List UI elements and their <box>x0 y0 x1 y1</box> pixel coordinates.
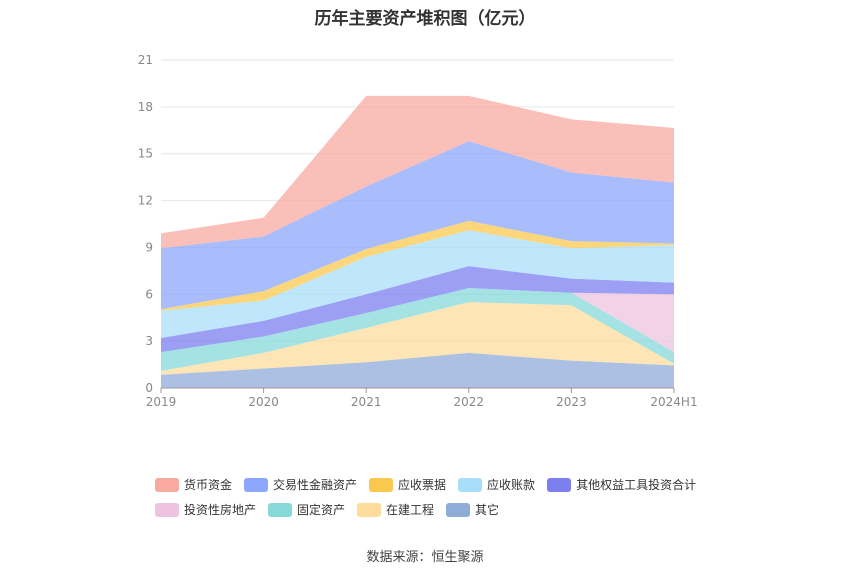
legend-label: 在建工程 <box>386 503 435 517</box>
legend-item[interactable]: 其他权益工具投资合计 <box>547 476 696 493</box>
y-tick-label: 3 <box>145 334 153 348</box>
area-series-7[interactable] <box>161 141 674 310</box>
x-tick-label: 2021 <box>351 395 382 409</box>
legend-swatch <box>244 477 269 492</box>
legend-row: 投资性房地产 固定资产 在建工程 其它 <box>155 497 755 522</box>
stacked-area-chart: 0 3 6 9 12 15 18 21 2019 2020 2021 2022 2023 2024H1 <box>138 53 698 409</box>
y-tick-label: 0 <box>145 381 153 395</box>
legend-label: 应收账款 <box>487 478 536 492</box>
legend-label: 固定资产 <box>297 503 346 517</box>
x-tick-label: 2024H1 <box>650 395 697 409</box>
x-tick-label: 2020 <box>248 395 279 409</box>
axes: 0 3 6 9 12 15 18 21 2019 2020 2021 2022 2023 2024H1 <box>138 53 698 409</box>
legend-item[interactable]: 在建工程 <box>357 501 434 518</box>
x-tick-label: 2019 <box>146 395 177 409</box>
x-tick-label: 2023 <box>556 395 587 409</box>
area-series-8[interactable] <box>161 95 674 249</box>
area-series-3[interactable] <box>161 288 674 353</box>
y-tick-label: 9 <box>145 240 153 254</box>
legend-swatch <box>446 502 471 517</box>
legend-item[interactable]: 货币资金 <box>155 476 232 493</box>
area-series-5[interactable] <box>161 230 674 339</box>
legend-label: 货币资金 <box>184 478 233 492</box>
legend-swatch <box>369 477 394 492</box>
y-tick-label: 12 <box>138 194 153 208</box>
legend-item[interactable]: 固定资产 <box>268 501 345 518</box>
y-tick-label: 21 <box>138 53 153 67</box>
legend-label: 其他权益工具投资合计 <box>576 478 697 492</box>
legend-swatch <box>268 502 293 517</box>
legend-swatch <box>155 477 179 492</box>
y-tick-label: 18 <box>138 100 153 114</box>
legend-item[interactable]: 投资性房地产 <box>155 501 256 518</box>
area-series-0[interactable] <box>161 352 674 388</box>
legend-item[interactable]: 应收账款 <box>458 476 535 493</box>
area-series <box>161 95 674 388</box>
legend-row: 货币资金 交易性金融资产 应收票据 应收账款 其他权益工具投资合计 <box>155 472 755 497</box>
legend-swatch <box>547 477 572 492</box>
legend-swatch <box>155 502 179 517</box>
legend-swatch <box>458 477 483 492</box>
legend-label: 交易性金融资产 <box>273 478 358 492</box>
area-series-4[interactable] <box>161 266 674 353</box>
legend-item[interactable]: 应收票据 <box>369 476 446 493</box>
legend-label: 应收票据 <box>398 478 447 492</box>
area-series-6[interactable] <box>161 220 674 311</box>
area-series-2[interactable] <box>161 288 674 371</box>
y-tick-label: 6 <box>145 287 153 301</box>
legend-swatch <box>357 502 382 517</box>
legend: 货币资金 交易性金融资产 应收票据 应收账款 其他权益工具投资合计投资性房地产 固定资产 在… <box>155 472 755 522</box>
area-series-1[interactable] <box>161 302 674 375</box>
x-tick-label: 2022 <box>454 395 485 409</box>
chart-title: 历年主要资产堆积图（亿元） <box>314 9 536 29</box>
legend-item[interactable]: 交易性金融资产 <box>244 476 357 493</box>
legend-label: 其它 <box>475 503 500 517</box>
y-tick-label: 15 <box>138 147 153 161</box>
legend-label: 投资性房地产 <box>184 503 257 517</box>
legend-item[interactable]: 其它 <box>446 501 499 518</box>
data-source: 数据来源：恒生聚源 <box>366 550 484 565</box>
